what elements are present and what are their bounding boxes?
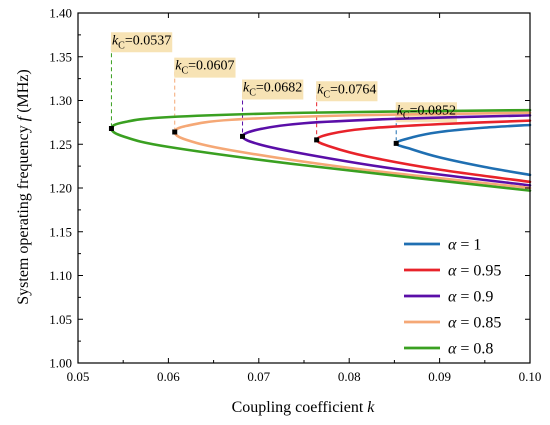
y-tick-label: 1.15 — [49, 224, 72, 239]
bifurcation-point — [314, 137, 320, 143]
y-tick-label: 1.40 — [49, 6, 72, 21]
y-tick-label: 1.00 — [49, 356, 72, 371]
y-tick-label: 1.05 — [49, 312, 72, 327]
x-tick-label: 0.08 — [338, 369, 361, 384]
legend-entry: α = 0.85 — [448, 315, 501, 332]
y-axis-label: System operating frequency f (MHz) — [15, 69, 32, 305]
x-tick-label: 0.09 — [428, 369, 451, 384]
bifurcation-point — [108, 126, 114, 131]
x-tick-label: 0.07 — [247, 369, 270, 384]
bifurcation-point — [172, 129, 178, 135]
kc-annotation-bg — [242, 79, 304, 100]
y-tick-label: 1.25 — [49, 137, 72, 152]
y-tick-label: 1.30 — [49, 93, 72, 108]
x-axis-label: Coupling coefficient k — [232, 399, 376, 416]
x-tick-label: 0.05 — [67, 369, 90, 384]
kc-annotation-bg — [110, 32, 173, 53]
kc-annotation-label: kC=0.0682 — [243, 81, 302, 99]
series-curve — [173, 111, 532, 190]
kc-annotation-label: kC=0.0852 — [397, 103, 456, 121]
y-tick-label: 1.20 — [49, 181, 72, 196]
kc-annotation-bg — [174, 57, 236, 78]
x-tick-label: 0.06 — [157, 369, 180, 384]
y-tick-label: 1.35 — [49, 49, 72, 64]
bifurcation-point — [240, 133, 246, 139]
bifurcation-point — [393, 140, 399, 146]
legend-entry: α = 0.9 — [448, 289, 493, 306]
series-curve — [394, 123, 532, 177]
legend-entry: α = 1 — [448, 237, 481, 254]
x-tick-label: 0.10 — [519, 369, 542, 384]
kc-annotation-label: kC=0.0764 — [317, 82, 376, 100]
kc-annotation-bg — [316, 81, 378, 102]
legend-entry: α = 0.8 — [448, 341, 493, 358]
kc-annotation-label: kC=0.0537 — [112, 33, 171, 51]
plot-frame — [77, 12, 531, 364]
y-tick-label: 1.10 — [49, 268, 72, 283]
kc-annotation-label: kC=0.0607 — [175, 59, 234, 77]
legend-entry: α = 0.95 — [448, 263, 501, 280]
